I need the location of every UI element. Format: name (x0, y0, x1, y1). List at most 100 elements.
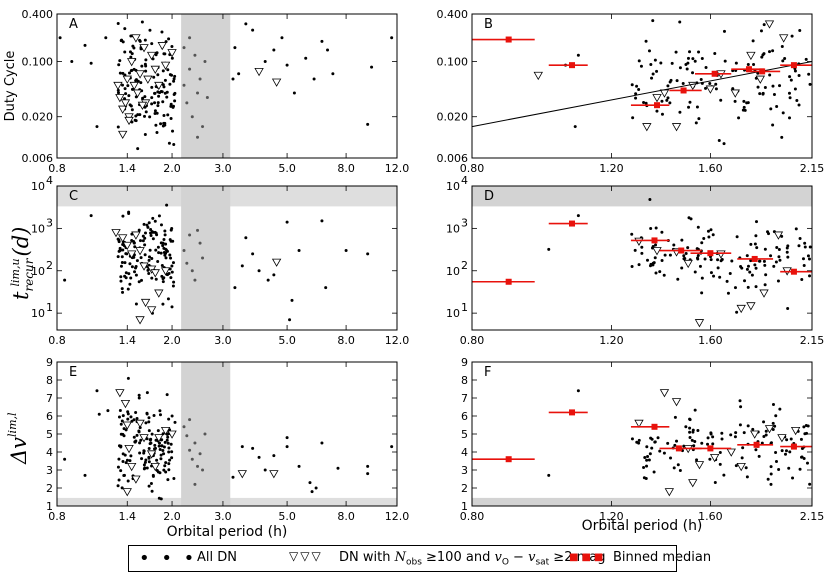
data-point (165, 203, 169, 207)
data-point (150, 102, 154, 106)
data-point (630, 83, 634, 87)
y-tick-label: 10 (31, 265, 45, 278)
triangle-point (122, 75, 132, 84)
data-point (781, 59, 785, 63)
data-point (137, 393, 141, 397)
data-point (272, 273, 276, 277)
data-point (124, 92, 128, 96)
gap-data-point (193, 482, 197, 486)
data-point (807, 257, 811, 261)
data-point (763, 283, 767, 287)
data-point (798, 236, 802, 240)
data-point (119, 469, 123, 473)
data-point (169, 276, 173, 280)
data-point (129, 415, 133, 419)
data-point (642, 101, 646, 105)
data-point (689, 217, 693, 221)
data-point (126, 479, 130, 483)
triangle-point (143, 75, 153, 84)
data-point (166, 273, 170, 277)
data-point (778, 258, 782, 262)
data-point (648, 452, 652, 456)
data-point (170, 270, 174, 274)
triangle-point (150, 462, 160, 472)
data-point (702, 236, 706, 240)
data-point (723, 59, 727, 63)
data-point (769, 441, 773, 445)
data-point (784, 452, 788, 456)
data-point (741, 446, 745, 450)
data-point (160, 263, 164, 267)
data-point (153, 101, 157, 105)
triangle-point (115, 389, 125, 398)
median-bin-marker (675, 445, 682, 452)
triangle-point (131, 231, 141, 240)
data-point (681, 82, 685, 86)
data-point (121, 290, 125, 294)
data-point (714, 82, 718, 86)
data-point (126, 417, 130, 421)
data-point (653, 440, 657, 444)
data-point (121, 214, 125, 218)
data-point (803, 245, 807, 249)
data-point (738, 423, 742, 427)
data-point (680, 238, 684, 242)
data-point (172, 143, 176, 147)
data-point (650, 76, 654, 80)
data-point (678, 66, 682, 70)
x-tick-label: 0.8 (48, 334, 66, 347)
x-tick-label: 1.60 (698, 162, 723, 175)
data-point (153, 443, 157, 447)
data-point (731, 87, 735, 91)
data-point (130, 108, 134, 112)
gap-data-point (193, 53, 197, 57)
data-point (140, 278, 144, 282)
data-point (165, 249, 169, 253)
median-bin-marker (505, 278, 512, 285)
data-point (157, 441, 161, 445)
data-point (764, 273, 768, 277)
data-point (272, 454, 276, 458)
data-point (693, 59, 697, 63)
data-point (169, 256, 173, 260)
data-point (272, 48, 276, 52)
data-point (159, 122, 163, 126)
data-point (665, 98, 669, 102)
data-point (153, 230, 157, 234)
data-point (786, 244, 790, 248)
data-point (172, 476, 176, 480)
median-bin-marker (569, 409, 576, 416)
data-point (675, 79, 679, 83)
data-point (159, 89, 163, 93)
triangle-point (146, 51, 157, 61)
data-point (148, 248, 152, 252)
data-point (805, 461, 809, 465)
y-tick-label: 0.100 (437, 56, 469, 69)
data-point (366, 252, 370, 256)
data-point (320, 39, 324, 43)
data-point (143, 38, 147, 42)
data-point (744, 466, 748, 470)
y-tick-label: 3 (46, 464, 53, 477)
triangle-point (271, 258, 282, 267)
data-point (771, 123, 775, 127)
triangle-point (634, 237, 644, 246)
y-tick-label: 5 (461, 428, 468, 441)
data-point (734, 61, 738, 65)
y-tick-label: 9 (461, 356, 468, 369)
data-point (711, 233, 715, 237)
data-point (688, 426, 692, 430)
data-point (163, 251, 167, 255)
data-point (135, 259, 139, 263)
data-point (117, 238, 121, 242)
y-tick-label: 4 (461, 446, 468, 459)
data-point (743, 279, 747, 283)
data-point (799, 437, 803, 441)
y-tick-label: 8 (461, 374, 468, 387)
data-point (704, 65, 708, 69)
triangle-point (688, 479, 698, 488)
data-point (231, 475, 235, 479)
data-point (161, 83, 165, 87)
median-bin-marker (569, 62, 576, 69)
legend-triangles-symbol: ▽▽▽ (289, 549, 323, 563)
